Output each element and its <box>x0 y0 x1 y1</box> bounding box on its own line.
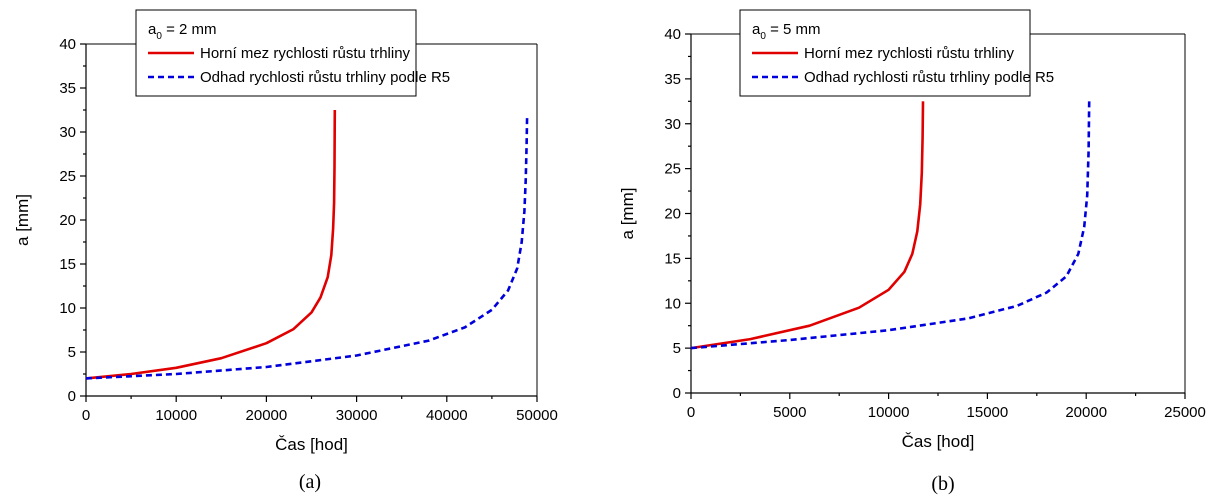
chart-panel-a: 0 10000 20000 30000 40000 50000 0 5 10 15 20 25 30 35… <box>13 9 558 493</box>
series-line-1 <box>85 109 337 380</box>
legend-title: a0 = 2 mm <box>148 21 217 42</box>
series-line-1 <box>690 101 925 350</box>
series-line-2 <box>85 116 529 380</box>
legend-entry-1: Horní mez rychlosti růstu trhliny <box>200 45 411 62</box>
y-tick-label: 30 <box>59 124 76 141</box>
legend-entry-1: Horní mez rychlosti růstu trhliny <box>804 45 1015 62</box>
y-tick-label: 35 <box>664 71 681 88</box>
y-tick-label: 5 <box>673 340 681 357</box>
x-tick-label: 10000 <box>155 407 197 424</box>
x-tick-label: 40000 <box>426 407 468 424</box>
y-tick-label: 25 <box>59 168 76 185</box>
y-tick-label: 20 <box>59 212 76 229</box>
legend-entry-2: Odhad rychlosti růstu trhliny podle R5 <box>200 69 450 86</box>
y-tick-label: 40 <box>59 36 76 53</box>
x-tick-label: 0 <box>687 404 695 421</box>
series-line-2 <box>690 101 1091 350</box>
y-tick-label: 0 <box>68 388 76 405</box>
x-axis-title: Čas [hod] <box>275 435 348 454</box>
panel-caption: (a) <box>299 471 321 493</box>
x-tick-label: 25000 <box>1164 404 1206 421</box>
y-tick-label: 10 <box>59 300 76 317</box>
x-tick-label: 0 <box>82 407 90 424</box>
x-tick-label: 10000 <box>868 404 910 421</box>
y-tick-label: 15 <box>59 256 76 273</box>
x-tick-label: 50000 <box>516 407 558 424</box>
y-tick-label: 40 <box>664 26 681 43</box>
x-tick-label: 5000 <box>773 404 806 421</box>
x-tick-label: 20000 <box>1065 404 1107 421</box>
x-tick-label: 30000 <box>336 407 378 424</box>
panel-caption: (b) <box>931 473 954 495</box>
y-tick-label: 20 <box>664 206 681 223</box>
y-tick-label: 10 <box>664 295 681 312</box>
y-tick-label: 0 <box>673 385 681 402</box>
y-axis-title: a [mm] <box>13 194 32 246</box>
x-tick-label: 20000 <box>246 407 288 424</box>
legend-entry-2: Odhad rychlosti růstu trhliny podle R5 <box>804 69 1054 86</box>
y-axis-title: a [mm] <box>618 188 637 240</box>
x-axis-title: Čas [hod] <box>902 432 975 451</box>
y-tick-label: 15 <box>664 250 681 267</box>
x-tick-label: 15000 <box>967 404 1009 421</box>
y-tick-label: 5 <box>68 344 76 361</box>
chart-panel-b: 0 5000 10000 15000 20000 25000 0 5 10 15 20 25 30 35 4… <box>618 9 1206 495</box>
y-tick-label: 25 <box>664 161 681 178</box>
y-tick-label: 30 <box>664 116 681 133</box>
legend-title: a0 = 5 mm <box>752 21 821 42</box>
y-tick-label: 35 <box>59 80 76 97</box>
